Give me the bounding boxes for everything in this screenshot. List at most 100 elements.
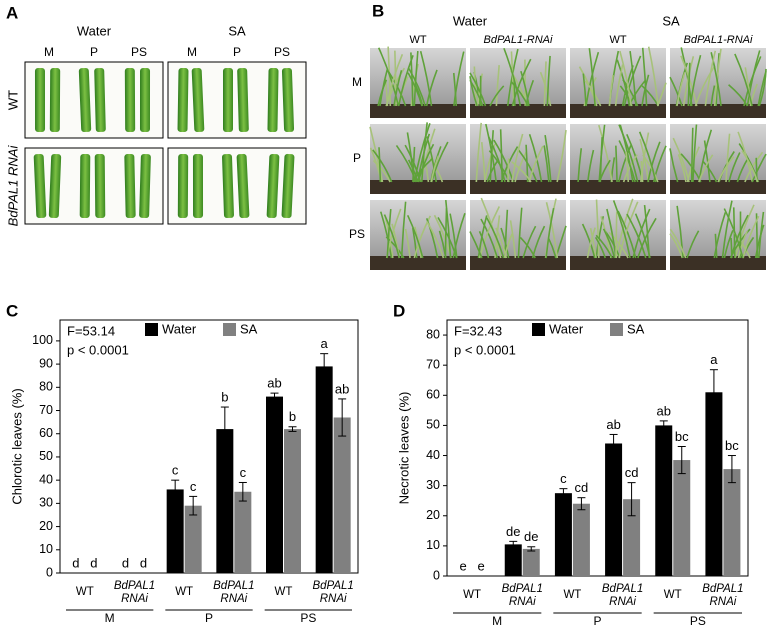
- significance-letter: cd: [575, 480, 589, 495]
- error-bar: [677, 445, 686, 475]
- significance-letter: c: [172, 463, 179, 478]
- subcolumn-label: PS: [131, 45, 147, 59]
- grass-blade: [426, 221, 445, 259]
- grass-blade: [425, 218, 439, 259]
- grass-blade: [619, 50, 633, 107]
- group-label: M: [492, 614, 502, 628]
- y-tick-label: 60: [39, 426, 53, 440]
- row-label: P: [353, 151, 361, 165]
- grass-blade: [692, 124, 698, 183]
- grass-blade: [393, 70, 403, 107]
- soil: [470, 256, 566, 270]
- significance-letter: b: [289, 409, 296, 424]
- y-tick-label: 40: [39, 472, 53, 486]
- grass-blade: [618, 140, 636, 183]
- grass-blade: [400, 201, 407, 259]
- grass-blade: [689, 54, 702, 107]
- grass-blade: [425, 69, 438, 107]
- y-axis-label: Chlorotic leaves (%): [9, 388, 24, 504]
- grass-blade: [641, 47, 648, 107]
- error-bar: [320, 353, 329, 380]
- grass-blade: [632, 208, 651, 259]
- x-tick-foreign: BdPAL1 RNAi: [602, 583, 643, 608]
- leaf: [177, 153, 189, 219]
- grass-blade: [586, 149, 595, 183]
- grass-blade: [742, 215, 760, 259]
- grass-blade: [377, 79, 388, 107]
- grass-blade: [618, 201, 639, 259]
- bar: [655, 425, 673, 576]
- bar: [605, 443, 623, 576]
- group-label: P: [205, 611, 213, 625]
- grass-blade: [640, 160, 644, 183]
- grass-blade: [378, 147, 382, 183]
- soil: [670, 180, 766, 194]
- subcolumn-label: WT: [609, 34, 626, 46]
- grass-blade: [614, 64, 624, 107]
- leaf: [222, 67, 234, 133]
- grass-blade: [413, 51, 419, 107]
- error-bar: [709, 369, 718, 416]
- grass-blade: [485, 217, 505, 259]
- grass-blade: [585, 51, 600, 107]
- grass-blade: [511, 161, 532, 183]
- grass-blade: [452, 72, 458, 107]
- grass-blade: [556, 129, 567, 183]
- y-tick-label: 30: [39, 496, 53, 510]
- bar: [266, 396, 283, 573]
- legend-swatch: [610, 323, 623, 336]
- grass-blade: [547, 237, 557, 259]
- grass-blade: [478, 230, 490, 259]
- error-bar: [577, 497, 586, 511]
- column-label: SA: [662, 13, 680, 28]
- x-tick-label: BdPAL1 RNAi: [312, 580, 354, 605]
- error-bar: [270, 392, 279, 401]
- leaf: [94, 67, 106, 133]
- grass-blade: [517, 207, 523, 259]
- grass-blade: [545, 207, 555, 259]
- leaf: [267, 67, 279, 133]
- grass-blade: [480, 218, 499, 259]
- error-bar: [659, 420, 668, 431]
- column-label: Water: [453, 13, 488, 28]
- grass-blade: [586, 227, 596, 259]
- significance-letter: c: [240, 465, 247, 480]
- significance-letter: d: [72, 555, 79, 570]
- x-tick-foreign: BdPAL1 RNAi: [114, 580, 155, 605]
- bar: [623, 499, 641, 576]
- grass-blade: [702, 161, 718, 183]
- grass-blade: [453, 51, 465, 107]
- y-tick-label: 30: [426, 478, 440, 492]
- significance-letter: e: [459, 558, 466, 573]
- grass-blade: [757, 211, 765, 259]
- grass-blade: [598, 159, 611, 183]
- significance-letter: bc: [725, 438, 739, 453]
- annotation: p < 0.0001: [454, 342, 516, 357]
- y-tick-label: 10: [39, 542, 53, 556]
- grass-blade: [503, 47, 522, 107]
- error-bar: [609, 433, 618, 454]
- significance-letter: de: [524, 529, 538, 544]
- legend-swatch: [532, 323, 545, 336]
- grass-blade: [377, 47, 400, 107]
- significance-letter: ab: [606, 417, 620, 432]
- legend-label: Water: [162, 321, 197, 336]
- bar: [234, 491, 252, 573]
- error-bar: [189, 495, 198, 516]
- x-tick-foreign: WT: [275, 586, 293, 598]
- grass-blade: [581, 223, 596, 259]
- grass-blade: [625, 151, 630, 183]
- grass-blade: [503, 233, 513, 259]
- soil: [570, 104, 666, 118]
- x-tick-label: WT: [75, 586, 94, 598]
- grass-blade: [420, 122, 428, 183]
- legend-swatch: [145, 323, 158, 336]
- grass-blade: [444, 208, 448, 259]
- significance-letter: e: [477, 558, 484, 573]
- grass-blade: [397, 55, 414, 107]
- soil: [670, 104, 766, 118]
- subcolumn-label: M: [44, 45, 54, 59]
- grass-blade: [452, 212, 466, 259]
- grass-blade: [608, 75, 614, 107]
